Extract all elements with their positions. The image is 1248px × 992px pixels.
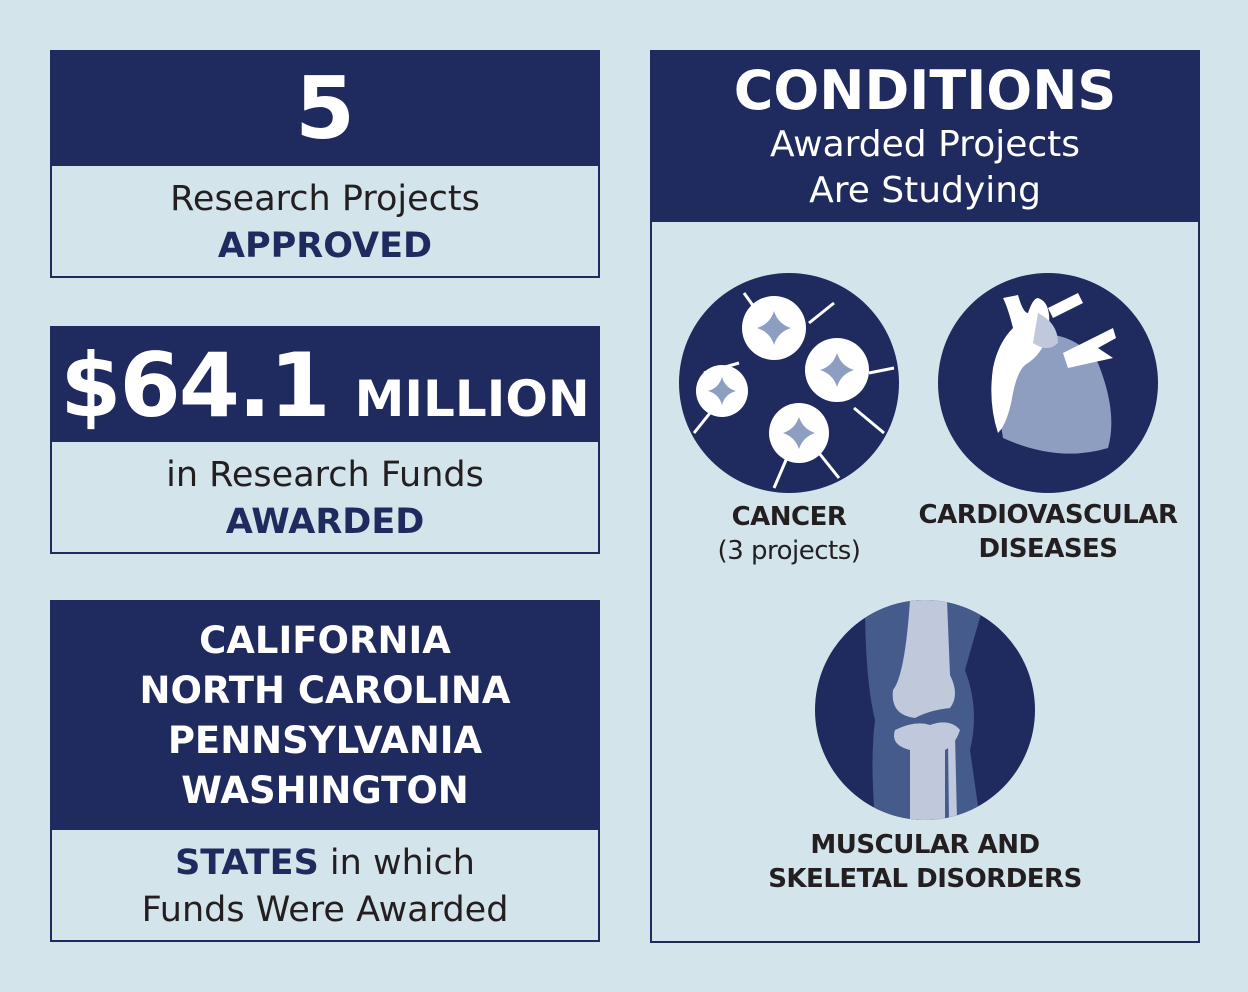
conditions-title: CONDITIONS [733, 59, 1117, 122]
funds-status: AWARDED [225, 502, 425, 542]
funds-unit: MILLION [354, 370, 590, 428]
projects-count: 5 [52, 52, 598, 166]
conditions-subtitle-2: Are Studying [809, 170, 1041, 211]
cancer-title: CANCER [731, 502, 847, 532]
funds-amount: $64.1 [60, 334, 330, 437]
states-card: CALIFORNIA NORTH CAROLINA PENNSYLVANIA W… [50, 600, 600, 942]
state-item: WASHINGTON [181, 769, 469, 812]
musculoskeletal-label: MUSCULAR AND SKELETAL DISORDERS [745, 828, 1105, 896]
cardiovascular-title: CARDIOVASCULAR [918, 500, 1179, 530]
musculoskeletal-title-2: SKELETAL DISORDERS [768, 864, 1082, 894]
state-item: NORTH CAROLINA [139, 669, 511, 712]
cancer-note: (3 projects) [717, 536, 861, 566]
funds-card: $64.1 MILLION in Research Funds AWARDED [50, 326, 600, 554]
cardiovascular-title-2: DISEASES [978, 534, 1118, 564]
states-label-2: Funds Were Awarded [141, 890, 509, 930]
projects-label: Research Projects [170, 179, 480, 219]
state-item: CALIFORNIA [199, 619, 451, 662]
cancer-cells-icon [679, 273, 899, 493]
musculoskeletal-title: MUSCULAR AND [810, 830, 1040, 860]
states-highlight: STATES [175, 843, 319, 883]
conditions-subtitle: Awarded Projects [769, 124, 1081, 165]
conditions-card: CONDITIONS Awarded Projects Are Studying [650, 50, 1200, 943]
cardiovascular-label: CARDIOVASCULAR DISEASES [908, 498, 1188, 566]
heart-icon [938, 273, 1158, 493]
projects-status: APPROVED [217, 226, 433, 266]
state-item: PENNSYLVANIA [167, 719, 483, 762]
funds-label: in Research Funds [166, 455, 484, 495]
states-label: in which [318, 843, 475, 883]
knee-joint-icon [815, 600, 1035, 820]
cancer-label: CANCER (3 projects) [689, 500, 889, 568]
projects-card: 5 Research Projects APPROVED [50, 50, 600, 278]
